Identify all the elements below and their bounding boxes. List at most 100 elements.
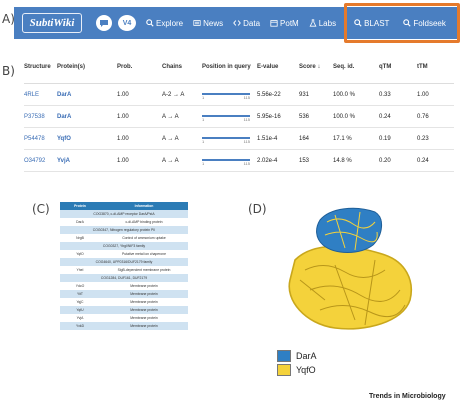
cog-section-row: COG0347, Nitrogen regulatory protein PII <box>60 226 188 234</box>
protein-row: YitT Membrane protein <box>60 290 188 298</box>
header-chains[interactable]: Chains <box>162 64 183 70</box>
nav-explore-label: Explore <box>156 18 184 28</box>
score-value: 153 <box>299 157 310 164</box>
nav-news[interactable]: News <box>193 19 223 28</box>
version-badge[interactable]: V4 <box>118 15 136 31</box>
legend-label-dara: DarA <box>296 351 317 361</box>
chat-icon[interactable] <box>96 15 112 31</box>
table-header: Structure Protein(s) Prob. Chains Positi… <box>24 64 454 84</box>
header-prob[interactable]: Prob. <box>117 64 133 70</box>
flask-icon <box>309 19 317 27</box>
nav-potm-label: PotM <box>280 18 299 28</box>
blast-foldseek-highlight-box <box>344 3 460 43</box>
header-information-col: Information <box>134 204 154 208</box>
panel-label-d: (D) <box>248 202 267 216</box>
header-position[interactable]: Position in query <box>202 64 251 70</box>
calendar-icon <box>270 20 278 27</box>
legend-label-yqfo: YqfO <box>296 365 316 375</box>
nav-labs-label: Labs <box>318 18 337 28</box>
table-row[interactable]: P54478 YqfO 1.00 A → A 1 115 1.51e-4 164 17.1 % 0… <box>24 128 454 150</box>
seqid-value: 100.0 % <box>333 113 356 120</box>
chains-value: A → A <box>162 135 179 142</box>
protein-link[interactable]: YvjA <box>57 157 71 164</box>
header-ttm[interactable]: tTM <box>417 64 428 70</box>
structure-link[interactable]: 4RLE <box>24 91 40 98</box>
header-protein[interactable]: Protein(s) <box>57 64 86 70</box>
cog-section-row: COG4640, UPF0316/DUF2179 family <box>60 258 188 266</box>
header-evalue[interactable]: E-value <box>257 64 279 70</box>
panel-label-c: (C) <box>32 202 50 216</box>
search-icon <box>146 19 154 27</box>
ttm-value: 0.76 <box>417 113 429 120</box>
protein-link[interactable]: DarA <box>57 91 72 98</box>
protein-link[interactable]: YqfO <box>57 135 71 142</box>
position-cell: 1 115 <box>202 112 257 122</box>
protein-info: Membrane protein <box>130 284 158 288</box>
legend-item-yqfo: YqfO <box>277 364 317 376</box>
chains-value: A-2 → A <box>162 91 185 98</box>
coverage-line <box>202 114 250 117</box>
coverage-line <box>202 158 250 161</box>
pos-start: 1 <box>202 160 205 166</box>
sort-down-icon: ↓ <box>317 64 321 70</box>
qtm-value: 0.33 <box>379 91 391 98</box>
pos-start: 1 <box>202 94 205 100</box>
protein-info: Putative metal ion chaperone <box>122 252 166 256</box>
header-structure[interactable]: Structure <box>24 64 51 70</box>
cog-section-label: COG1284, DUF161, DUF2179 <box>100 276 148 280</box>
subtiwiki-navbar: SubtiWiki V4 Explore News Data PotM Labs… <box>14 7 460 39</box>
nav-blast-label: BLAST <box>364 18 390 28</box>
pos-end: 115 <box>243 94 250 100</box>
cog-section-label: COG0327, YbgI/NIF3 family <box>102 244 146 248</box>
coverage-line <box>202 136 250 139</box>
yqfo-structure <box>288 245 412 330</box>
journal-credit: Trends in Microbiology <box>369 393 446 400</box>
subtiwiki-logo[interactable]: SubtiWiki <box>22 13 82 33</box>
qtm-value: 0.20 <box>379 157 391 164</box>
position-cell: 1 115 <box>202 134 257 144</box>
protein-row: DarA c-di-AMP binding protein <box>60 218 188 226</box>
structure-superposition-image <box>288 207 412 330</box>
structure-link[interactable]: P54478 <box>24 135 45 142</box>
nav-data[interactable]: Data <box>233 19 260 28</box>
protein-name: DarA <box>76 220 84 224</box>
nav-potm[interactable]: PotM <box>270 19 299 28</box>
panel-label-b: B) <box>2 64 15 78</box>
nav-foldseek[interactable]: Foldseek <box>403 19 446 28</box>
protein-row: YheI SigB-dependent membrane protein <box>60 266 188 274</box>
protein-info: Membrane protein <box>130 300 158 304</box>
protein-name: YqjC <box>76 300 84 304</box>
table-row[interactable]: 4RLE DarA 1.00 A-2 → A 1 115 5.56e-22 931 100.0 … <box>24 84 454 106</box>
structure-link[interactable]: P37538 <box>24 113 45 120</box>
nav-labs[interactable]: Labs <box>309 19 336 28</box>
protein-table-header: Protein Information <box>60 202 188 210</box>
table-row[interactable]: P37538 DarA 1.00 A → A 1 115 5.95e-16 536 100.0 … <box>24 106 454 128</box>
pos-end: 115 <box>243 116 250 122</box>
nav-explore[interactable]: Explore <box>146 19 183 28</box>
nav-news-label: News <box>203 18 224 28</box>
legend-item-dara: DarA <box>277 350 317 362</box>
evalue-value: 5.56e-22 <box>257 91 281 98</box>
chains-value: A → A <box>162 157 179 164</box>
header-seqid[interactable]: Seq. id. <box>333 64 355 70</box>
protein-name: YheI <box>76 268 84 272</box>
header-score[interactable]: Score ↓ <box>299 64 321 70</box>
ttm-value: 0.24 <box>417 157 429 164</box>
prob-value: 1.00 <box>117 91 129 98</box>
structure-link[interactable]: O34792 <box>24 157 46 164</box>
header-qtm[interactable]: qTM <box>379 64 392 70</box>
nav-blast[interactable]: BLAST <box>354 19 389 28</box>
cog-section-label: COG4640, UPF0316/DUF2179 family <box>95 260 153 264</box>
ttm-value: 1.00 <box>417 91 429 98</box>
seqid-value: 17.1 % <box>333 135 352 142</box>
protein-link[interactable]: DarA <box>57 113 72 120</box>
protein-row: YqfU Membrane protein <box>60 306 188 314</box>
query-coverage-bar: 1 115 <box>202 112 250 122</box>
table-row[interactable]: O34792 YvjA 1.00 A → A 1 115 2.02e-4 153 14.8 % 0… <box>24 150 454 172</box>
protein-info: Membrane protein <box>130 324 158 328</box>
protein-row: NrgB Control of ammonium uptake <box>60 234 188 242</box>
ttm-value: 0.23 <box>417 135 429 142</box>
protein-info: SigB-dependent membrane protein <box>117 268 171 272</box>
pos-end: 115 <box>243 138 250 144</box>
protein-name: YvjA <box>76 316 84 320</box>
